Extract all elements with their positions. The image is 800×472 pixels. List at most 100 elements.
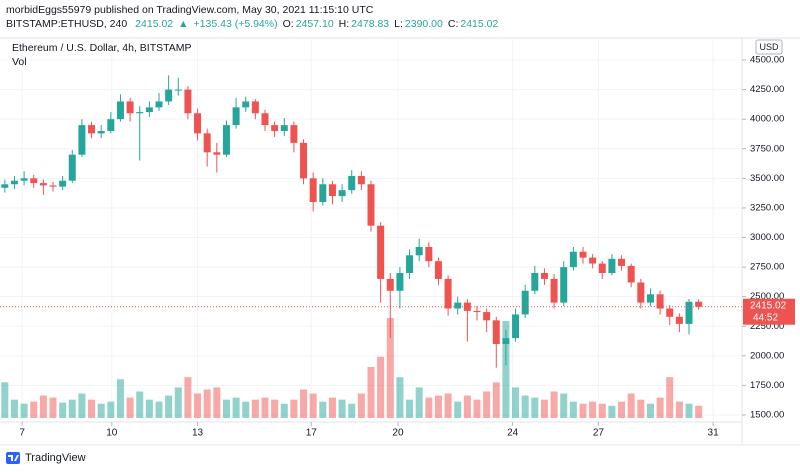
candle-body xyxy=(136,112,144,114)
volume-bar xyxy=(666,377,674,418)
candle-body xyxy=(184,89,192,114)
volume-bar xyxy=(627,393,635,418)
candle-body xyxy=(39,183,47,186)
candle-body xyxy=(194,113,202,134)
y-tick-label: 1500.00 xyxy=(750,410,784,421)
candle-body xyxy=(454,302,462,309)
x-tick-label: 7 xyxy=(19,428,25,439)
quote-item: O: xyxy=(283,18,294,30)
chart-title: Ethereum / U.S. Dollar, 4h, BITSTAMP xyxy=(12,42,192,54)
volume-bar xyxy=(300,389,308,418)
volume-bar xyxy=(646,403,654,418)
candle-body xyxy=(88,125,96,134)
candle-body xyxy=(540,273,548,279)
volume-bar xyxy=(377,356,385,418)
volume-bar xyxy=(261,397,269,418)
candle-body xyxy=(483,312,491,321)
volume-bar xyxy=(560,393,568,418)
candle-body xyxy=(290,125,298,143)
candle-body xyxy=(107,119,115,132)
volume-bar xyxy=(521,395,529,418)
brand-logo xyxy=(6,452,20,464)
volume-bar xyxy=(608,405,616,418)
symbol: BITSTAMP:ETHUSD, 240 xyxy=(6,18,127,30)
candle-body xyxy=(49,185,57,187)
y-tick-label: 4500.00 xyxy=(750,55,784,66)
candle-body xyxy=(319,184,327,203)
volume-bar xyxy=(309,393,317,418)
x-tick-label: 27 xyxy=(593,428,605,439)
candle-body xyxy=(68,154,76,181)
candle-body xyxy=(646,294,654,303)
candle-body xyxy=(78,125,86,155)
candle-body xyxy=(116,101,124,120)
volume-bar xyxy=(49,397,57,418)
volume-bar xyxy=(463,395,471,418)
y-tick-label: 4250.00 xyxy=(750,84,784,95)
brand: TradingView xyxy=(25,452,86,464)
volume-bar xyxy=(406,399,414,418)
candle-body xyxy=(550,278,558,303)
x-tick-label: 10 xyxy=(106,428,118,439)
volume-bar xyxy=(348,403,356,418)
quote-item: 2415.02 xyxy=(460,18,498,30)
currency[interactable]: USD xyxy=(759,42,779,52)
quote-item: 2478.83 xyxy=(351,18,389,30)
candle-body xyxy=(502,338,510,345)
y-tick-label: 3750.00 xyxy=(750,143,784,154)
candle-body xyxy=(666,308,674,317)
candle-body xyxy=(309,178,317,203)
volume-bar xyxy=(319,401,327,418)
candle-body xyxy=(386,278,394,291)
candle-body xyxy=(521,290,529,315)
y-tick-label: 2250.00 xyxy=(750,321,784,332)
volume-bar xyxy=(386,318,394,418)
candle-body xyxy=(271,125,279,132)
volume-bar xyxy=(232,397,240,418)
candle-body xyxy=(377,225,385,279)
volume-bar xyxy=(502,321,510,418)
y-tick-label: 3500.00 xyxy=(750,173,784,184)
volume-bar xyxy=(618,401,626,418)
candle-body xyxy=(685,301,693,324)
volume-bar xyxy=(97,403,105,418)
volume-bar xyxy=(20,403,28,418)
candle-body xyxy=(579,251,587,258)
volume-bar xyxy=(213,387,221,418)
volume-bar xyxy=(656,397,664,418)
volume-bar xyxy=(589,401,597,418)
quote-item: 2415.02 xyxy=(135,18,173,30)
candle-body xyxy=(261,113,269,126)
axes: 1500.00 1750.00 2000.00 2250.00 2500.00 2750.… xyxy=(0,55,795,439)
volume-bar xyxy=(540,399,548,418)
candle-body xyxy=(637,282,645,303)
x-tick-label: 13 xyxy=(192,428,204,439)
currency-button[interactable] xyxy=(755,39,783,55)
volume-bar xyxy=(415,387,423,418)
candle-body xyxy=(155,101,163,108)
candle-body xyxy=(656,294,664,309)
volume-bar xyxy=(59,402,67,418)
candle-body xyxy=(203,133,211,153)
quote-item: 2390.00 xyxy=(405,18,443,30)
candle-body xyxy=(569,251,577,268)
volume-bar xyxy=(338,399,346,418)
candle-body xyxy=(618,258,626,266)
candle-body xyxy=(338,190,346,197)
candle-body xyxy=(280,125,288,132)
volume-bar xyxy=(184,377,192,418)
candle-body xyxy=(251,101,259,114)
y-tick-label: 2000.00 xyxy=(750,350,784,361)
volume-bar xyxy=(434,395,442,418)
candle-body xyxy=(174,89,182,91)
volume-bar xyxy=(10,399,18,418)
candle-body xyxy=(213,152,221,155)
candle-body xyxy=(145,107,153,113)
candle-body xyxy=(126,101,134,114)
candle-body xyxy=(415,246,423,256)
volume-bar xyxy=(598,403,606,418)
y-tick-label: 3000.00 xyxy=(750,232,784,243)
y-tick-label: 3250.00 xyxy=(750,202,784,213)
